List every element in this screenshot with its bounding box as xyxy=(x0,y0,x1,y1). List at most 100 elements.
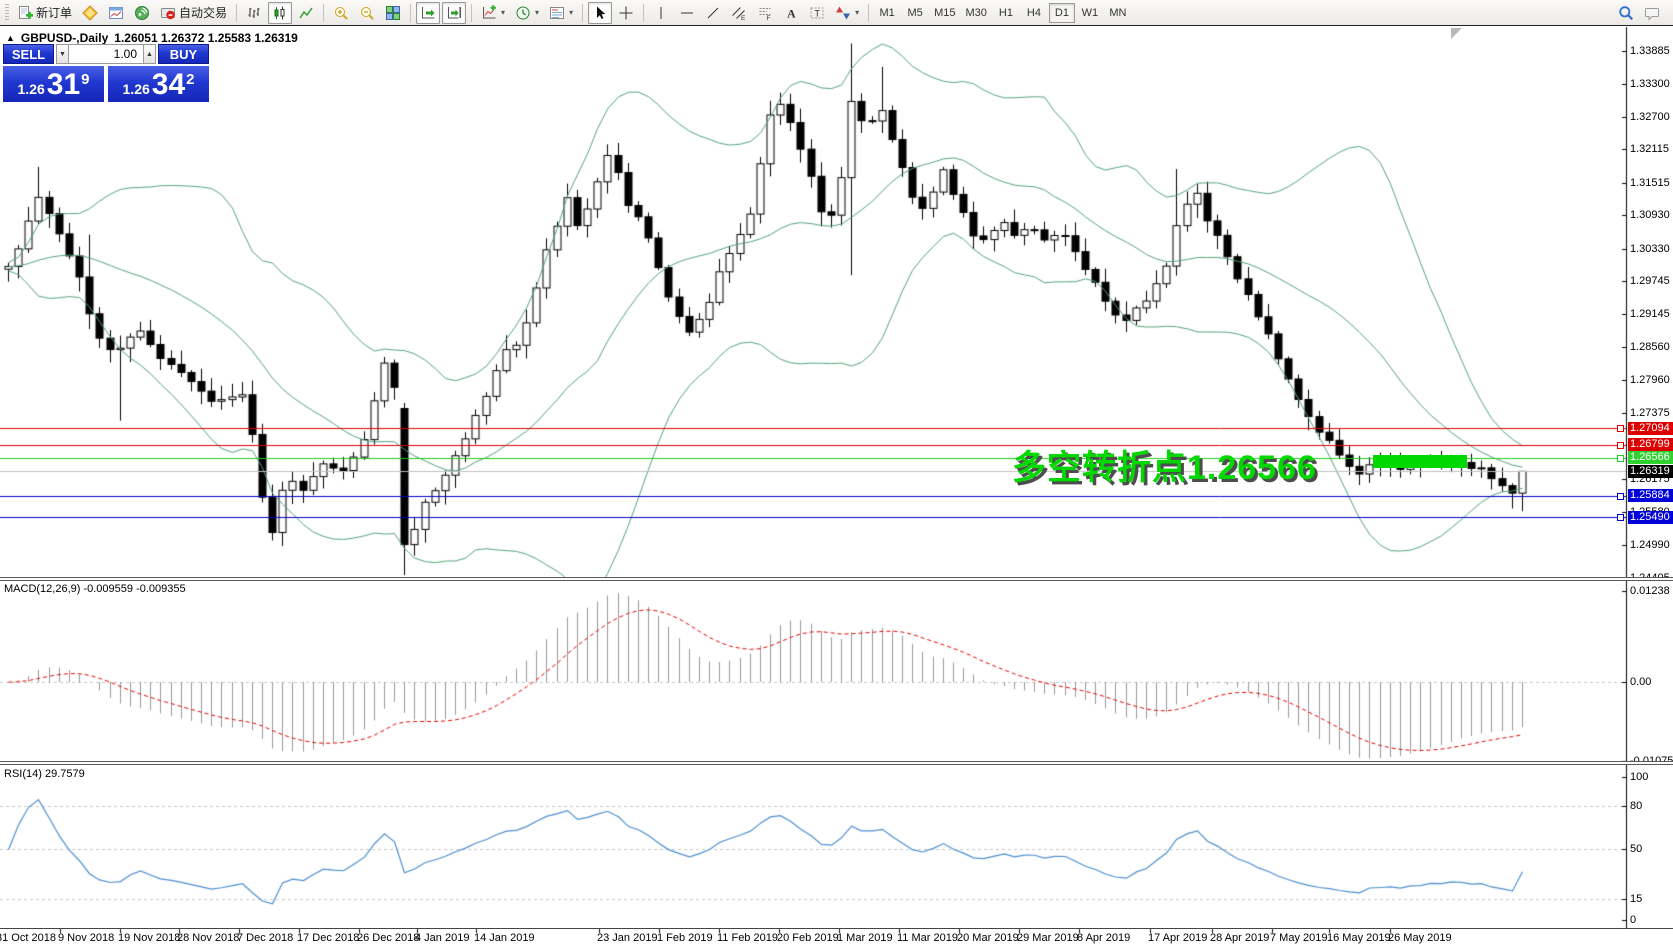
buy-price[interactable]: 1.26 34 2 xyxy=(108,66,209,102)
arrows-button[interactable]: ▾ xyxy=(831,2,863,24)
indicators-button[interactable]: ▾ xyxy=(477,2,509,24)
trendline-button[interactable] xyxy=(701,2,725,24)
price-axis-tick: 1.32115 xyxy=(1630,143,1669,156)
price-axis-tick: 1.30330 xyxy=(1630,242,1670,255)
signals-icon xyxy=(135,5,150,20)
metaeditor-button[interactable] xyxy=(78,2,102,24)
new-order-icon xyxy=(19,5,33,19)
templates-button[interactable]: ▾ xyxy=(545,2,577,24)
equidistant-channel-button[interactable]: E xyxy=(727,2,751,24)
date-axis-label: 1 Mar 2019 xyxy=(837,932,893,944)
candlestick-button[interactable] xyxy=(268,1,293,24)
chat-button[interactable] xyxy=(1640,2,1664,24)
date-axis-label: 1 Feb 2019 xyxy=(657,932,713,944)
buy-button[interactable]: BUY xyxy=(158,44,209,64)
timeframe-button-m30[interactable]: M30 xyxy=(962,3,991,23)
svg-text:A: A xyxy=(787,6,796,20)
date-axis-label: 26 Dec 2018 xyxy=(357,932,420,944)
ohlc-values: 1.26051 1.26372 1.25583 1.26319 xyxy=(114,31,298,45)
crosshair-icon xyxy=(619,6,633,19)
timeframe-button-m5[interactable]: M5 xyxy=(902,3,928,23)
text-label-icon: T xyxy=(810,7,824,18)
line-handle[interactable] xyxy=(1617,441,1624,449)
timeframe-button-h1[interactable]: H1 xyxy=(993,3,1019,23)
signals-button[interactable] xyxy=(130,2,154,24)
autotrading-button[interactable]: 自动交易 xyxy=(156,2,231,24)
highlight-rectangle[interactable] xyxy=(1373,455,1467,468)
chat-icon xyxy=(1645,7,1659,21)
zoom-out-button[interactable] xyxy=(355,2,379,24)
line-handle[interactable] xyxy=(1617,514,1624,522)
date-axis-label: 19 Nov 2018 xyxy=(118,932,181,944)
price-axis-tick: 1.33300 xyxy=(1630,77,1670,90)
collapse-arrow-icon[interactable]: ▲ xyxy=(6,33,15,43)
periods-button[interactable]: ▾ xyxy=(511,2,543,24)
date-axis-label: 4 Jan 2019 xyxy=(415,932,470,944)
rsi-axis-tick: 50 xyxy=(1630,842,1643,855)
vertical-line-button[interactable] xyxy=(649,2,673,24)
chart-shift-button[interactable] xyxy=(442,1,467,24)
zoom-in-button[interactable] xyxy=(329,2,353,24)
line-chart-button[interactable] xyxy=(294,2,318,24)
autotrading-icon xyxy=(161,7,176,19)
macd-axis-tick: 0.00 xyxy=(1630,676,1652,688)
price-tag: 1.26566 xyxy=(1628,451,1673,465)
periods-icon xyxy=(516,6,530,19)
volume-input[interactable] xyxy=(69,44,143,64)
date-axis-label: 8 Apr 2019 xyxy=(1077,932,1131,944)
macd-axis-tick: 0.01238 xyxy=(1630,585,1670,597)
rsi-indicator-label: RSI(14) 29.7579 xyxy=(4,768,85,780)
toolbar-separator xyxy=(471,3,473,22)
rsi-axis-tick: 100 xyxy=(1630,771,1649,783)
rsi-axis-tick: 80 xyxy=(1630,799,1643,812)
buy-price-main: 34 xyxy=(151,68,186,101)
toolbar-separator xyxy=(236,3,238,22)
price-axis-tick: 1.28560 xyxy=(1630,340,1670,353)
text-button[interactable]: A xyxy=(779,2,803,24)
line-handle[interactable] xyxy=(1617,492,1624,500)
timeframe-button-h4[interactable]: H4 xyxy=(1021,3,1047,23)
timeframe-button-m1[interactable]: M1 xyxy=(874,3,900,23)
auto-scroll-button[interactable] xyxy=(416,1,441,24)
new-order-button[interactable]: 新订单 xyxy=(13,2,76,24)
sell-price-prefix: 1.26 xyxy=(17,81,45,97)
bar-chart-button[interactable] xyxy=(242,2,266,24)
price-axis-tick: 1.31515 xyxy=(1630,176,1670,189)
volume-decrease-button[interactable]: ▼ xyxy=(56,44,69,64)
toolbar-grip xyxy=(5,3,9,22)
horizontal-line-icon xyxy=(681,12,694,13)
buy-price-pipette: 2 xyxy=(186,71,195,88)
line-handle[interactable] xyxy=(1617,454,1624,462)
date-axis-label: 9 Nov 2018 xyxy=(58,932,115,944)
new-chart-button[interactable] xyxy=(104,2,128,24)
dropdown-caret-icon: ▾ xyxy=(535,8,540,17)
zoom-out-icon xyxy=(361,6,374,20)
price-tag: 1.26319 xyxy=(1628,464,1673,478)
timeframe-button-m15[interactable]: M15 xyxy=(930,3,959,23)
sell-button[interactable]: SELL xyxy=(3,44,54,64)
cursor-button[interactable] xyxy=(588,1,613,24)
text-label-button[interactable]: T xyxy=(805,2,829,24)
main-macd-separator[interactable] xyxy=(0,577,1673,581)
search-button[interactable] xyxy=(1614,2,1638,24)
macd-rsi-separator[interactable] xyxy=(0,761,1673,765)
tile-windows-button[interactable] xyxy=(381,2,405,24)
sell-price[interactable]: 1.26 31 9 xyxy=(3,66,104,102)
tile-windows-icon xyxy=(386,5,401,20)
rsi-bottom-border xyxy=(0,928,1673,929)
annotation-text[interactable]: 多空转折点1.26566 xyxy=(1012,449,1317,487)
toolbar-separator xyxy=(323,3,325,22)
toolbar-separator xyxy=(868,3,870,22)
fibonacci-button[interactable]: F xyxy=(753,2,777,24)
vertical-line-icon xyxy=(660,6,662,19)
line-chart-icon xyxy=(299,7,313,18)
chart-shift-icon xyxy=(448,6,462,18)
line-handle[interactable] xyxy=(1617,425,1624,433)
timeframe-button-w1[interactable]: W1 xyxy=(1077,3,1103,23)
volume-increase-button[interactable]: ▲ xyxy=(143,44,156,64)
timeframe-button-d1[interactable]: D1 xyxy=(1048,2,1075,23)
horizontal-line-button[interactable] xyxy=(675,2,699,24)
crosshair-button[interactable] xyxy=(614,2,638,24)
timeframe-button-mn[interactable]: MN xyxy=(1105,3,1131,23)
